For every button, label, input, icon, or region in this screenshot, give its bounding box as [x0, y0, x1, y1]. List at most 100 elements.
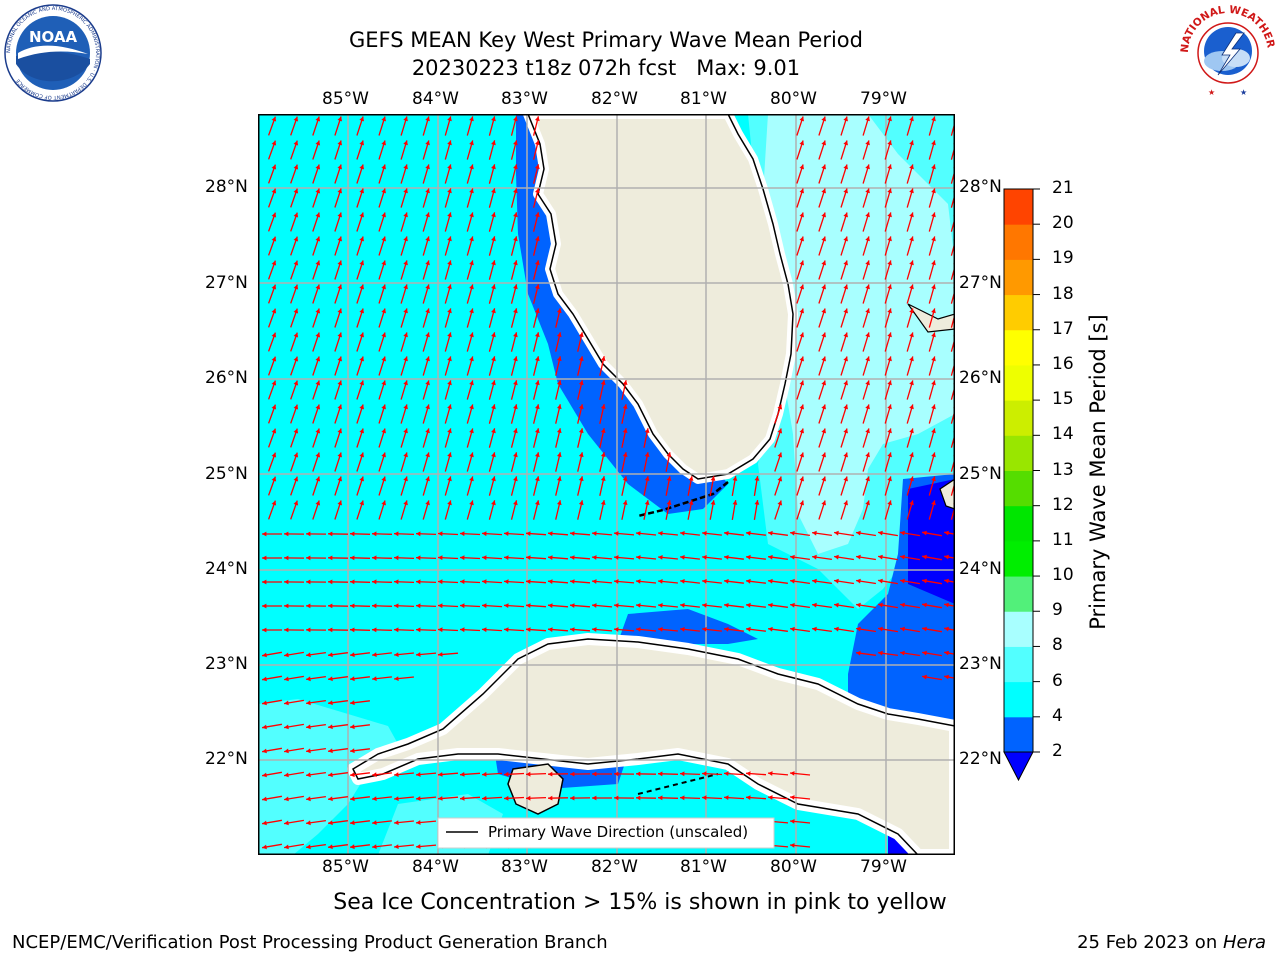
wave-arrow-head: [262, 676, 267, 682]
wave-arrow-head: [535, 356, 540, 362]
wave-arrow-head: [372, 652, 377, 657]
wave-arrow-head: [513, 260, 518, 266]
wave-arrow-head: [284, 844, 289, 850]
wave-arrow-head: [887, 188, 892, 194]
wave-arrow-head: [812, 602, 817, 608]
wave-arrow-head: [293, 164, 299, 170]
wave-arrow-head: [658, 795, 663, 801]
wave-arrow-head: [425, 236, 430, 242]
wave-arrow-head: [491, 116, 496, 122]
wave-arrow-head: [931, 380, 936, 386]
wave-arrow-head: [821, 500, 826, 506]
wave-arrow-head: [337, 140, 342, 146]
wave-arrow-head: [614, 531, 619, 536]
wave-arrow-head: [460, 796, 465, 801]
wave-arrow-head: [592, 579, 597, 584]
lat-label-left: 26°N: [205, 368, 248, 388]
wave-arrow-head: [271, 404, 277, 410]
wave-arrow-head: [821, 188, 826, 194]
wave-arrow-head: [865, 116, 870, 122]
wave-arrow-head: [909, 452, 914, 458]
wave-arrow-head: [526, 603, 531, 608]
wave-arrow-head: [702, 771, 707, 777]
wave-arrow-head: [600, 356, 606, 361]
wave-arrow-head: [394, 844, 399, 849]
wave-arrow-head: [381, 308, 386, 314]
wave-arrow-head: [799, 284, 804, 290]
wave-arrow-head: [865, 284, 870, 290]
wave-arrow-head: [403, 236, 408, 242]
wave-arrow-head: [614, 771, 619, 777]
wave-arrow-head: [447, 236, 452, 242]
colorbar-tick-label: 15: [1052, 389, 1074, 410]
wave-arrow-head: [600, 428, 606, 433]
wave-arrow-head: [843, 380, 848, 386]
wave-arrow-head: [578, 404, 584, 410]
wave-arrow-head: [425, 380, 430, 386]
lon-label-top: 84°W: [412, 89, 459, 109]
wave-arrow-head: [513, 452, 518, 458]
wave-arrow-head: [262, 555, 267, 561]
wave-arrow-head: [438, 627, 443, 633]
lat-label-right: 28°N: [959, 177, 1002, 197]
wave-arrow-head: [262, 724, 267, 730]
wave-arrow-head: [381, 452, 386, 458]
wave-arrow-head: [381, 116, 386, 122]
map-panel: Primary Wave Direction (unscaled): [258, 109, 964, 861]
wave-arrow-head: [600, 380, 606, 385]
wave-arrow-head: [469, 404, 474, 410]
wave-arrow-head: [271, 380, 277, 386]
wave-arrow-head: [328, 676, 333, 682]
wave-arrow-head: [469, 116, 474, 122]
wave-arrow-head: [732, 500, 738, 505]
wave-arrow-head: [799, 188, 804, 194]
wave-arrow-head: [293, 116, 299, 122]
wave-arrow-head: [372, 603, 377, 609]
wave-arrow-head: [865, 260, 870, 266]
wave-arrow-head: [887, 428, 892, 434]
wave-arrow-head: [447, 356, 452, 362]
wave-arrow-head: [416, 603, 421, 609]
wave-arrow-head: [821, 236, 826, 242]
wave-arrow-head: [909, 284, 914, 290]
wave-arrow-head: [337, 260, 342, 266]
wave-arrow-head: [944, 602, 949, 608]
wave-arrow-head: [425, 116, 430, 122]
wave-arrow-head: [887, 332, 892, 338]
wave-arrow-head: [491, 284, 496, 290]
wave-arrow-head: [799, 476, 804, 482]
wave-arrow-head: [909, 404, 914, 410]
wave-arrow-head: [680, 555, 685, 560]
lon-label-bottom: 84°W: [412, 857, 459, 877]
map-graticule: [258, 114, 955, 855]
ocean-period-under-2s: [888, 479, 955, 855]
wave-arrow-head: [535, 428, 540, 434]
wave-arrow-head: [359, 284, 364, 290]
wave-arrow-head: [821, 308, 826, 314]
wave-arrow-head: [578, 500, 584, 506]
wave-arrow-head: [447, 164, 452, 170]
wave-arrow-head: [315, 164, 321, 170]
wave-arrow-head: [447, 476, 452, 482]
wave-arrow-head: [535, 164, 540, 170]
wave-arrow-head: [922, 602, 927, 608]
lon-label-bottom: 82°W: [591, 857, 638, 877]
wave-arrow-head: [491, 236, 496, 242]
wave-arrow-head: [293, 260, 299, 266]
colorbar-tick-label: 14: [1052, 424, 1074, 445]
wave-arrow-head: [856, 626, 861, 632]
wave-arrow-head: [491, 404, 496, 410]
wave-arrow-head: [900, 578, 905, 584]
wave-arrow-head: [394, 820, 399, 825]
wave-arrow-head: [790, 771, 795, 776]
wave-arrow-head: [777, 428, 783, 434]
wave-arrow-head: [658, 579, 663, 584]
wave-arrow-head: [600, 404, 606, 409]
wave-arrow-head: [777, 476, 783, 482]
wave-arrow-head: [834, 602, 839, 608]
wave-arrow-head: [878, 578, 883, 584]
wave-arrow-head: [425, 428, 430, 434]
wave-arrow-head: [636, 531, 641, 536]
wave-arrow-head: [535, 236, 540, 242]
wave-arrow-head: [821, 260, 826, 266]
